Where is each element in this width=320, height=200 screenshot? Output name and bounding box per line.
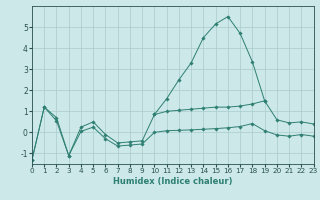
X-axis label: Humidex (Indice chaleur): Humidex (Indice chaleur): [113, 177, 233, 186]
